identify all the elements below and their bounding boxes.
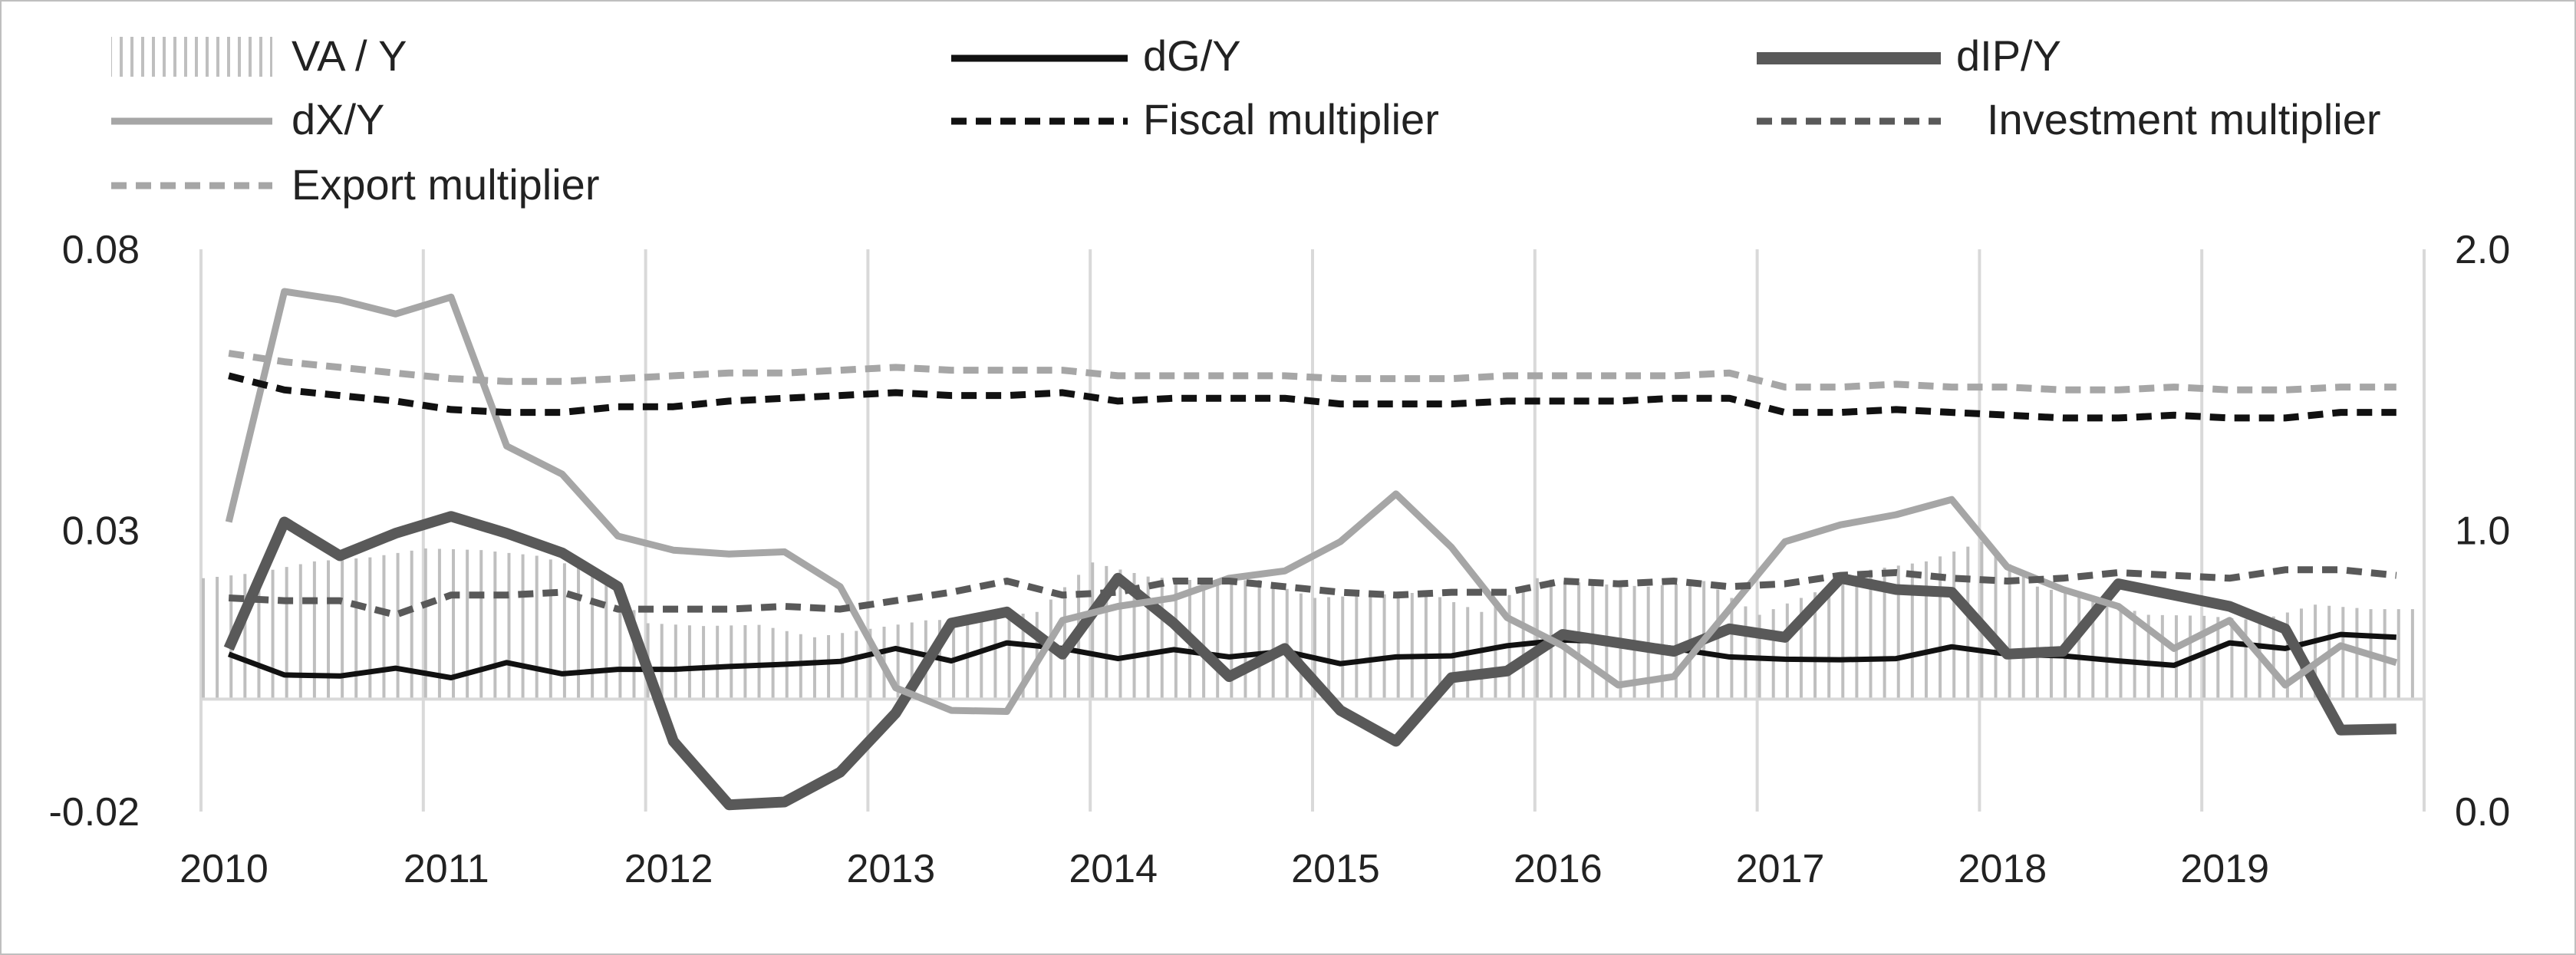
legend-item-dg-y: dG/Y xyxy=(951,31,1241,80)
legend: VA / Y dG/Y dIP/Y dX/Y Fiscal multiplier… xyxy=(111,31,2381,209)
right-tick-label: 2.0 xyxy=(2455,228,2510,272)
left-tick-label: 0.03 xyxy=(62,509,140,554)
legend-swatch-va-y xyxy=(111,37,272,77)
legend-item-va-y: VA / Y xyxy=(111,31,407,80)
legend-label-dx-y: dX/Y xyxy=(292,95,384,143)
x-tick-label: 2012 xyxy=(624,847,713,891)
left-tick-label: -0.02 xyxy=(48,790,140,835)
x-tick-label: 2017 xyxy=(1736,847,1825,891)
legend-item-fiscal-multiplier: Fiscal multiplier xyxy=(951,95,1439,143)
legend-label-dip-y: dIP/Y xyxy=(1956,31,2061,80)
legend-item-dip-y: dIP/Y xyxy=(1757,31,2061,80)
x-tick-label: 2018 xyxy=(1958,847,2047,891)
legend-label-fiscal-multiplier: Fiscal multiplier xyxy=(1143,95,1439,143)
x-tick-label: 2015 xyxy=(1291,847,1380,891)
legend-item-investment-multiplier: Investment multiplier xyxy=(1757,95,2381,143)
right-tick-label: 0.0 xyxy=(2455,790,2510,835)
right-tick-label: 1.0 xyxy=(2455,509,2510,554)
left-tick-label: 0.08 xyxy=(62,228,140,272)
x-tick-label: 2016 xyxy=(1514,847,1603,891)
x-tick-label: 2010 xyxy=(180,847,268,891)
x-tick-label: 2013 xyxy=(847,847,936,891)
x-tick-label: 2019 xyxy=(2180,847,2269,891)
right-axis: 2.0 1.0 0.0 xyxy=(2455,228,2510,835)
series-line-dip-y xyxy=(223,511,2396,811)
left-axis: 0.08 0.03 -0.02 xyxy=(48,228,140,835)
legend-label-dg-y: dG/Y xyxy=(1143,31,1241,80)
legend-label-export-multiplier: Export multiplier xyxy=(292,160,599,209)
series-line-export-multiplier xyxy=(228,350,2396,394)
legend-item-dx-y: dX/Y xyxy=(111,95,384,143)
legend-label-investment-multiplier: Investment multiplier xyxy=(1987,95,2381,143)
legend-label-va-y: VA / Y xyxy=(292,31,407,80)
series-line-investment-multiplier xyxy=(228,566,2397,618)
legend-item-export-multiplier: Export multiplier xyxy=(111,160,599,209)
series-line-fiscal-multiplier xyxy=(228,372,2396,422)
x-axis: 2010 2011 2012 2013 2014 2015 2016 2017 2018 2019 xyxy=(180,847,2269,891)
x-tick-label: 2011 xyxy=(404,847,489,891)
series-lines xyxy=(223,288,2398,811)
x-tick-label: 2014 xyxy=(1069,847,1158,891)
